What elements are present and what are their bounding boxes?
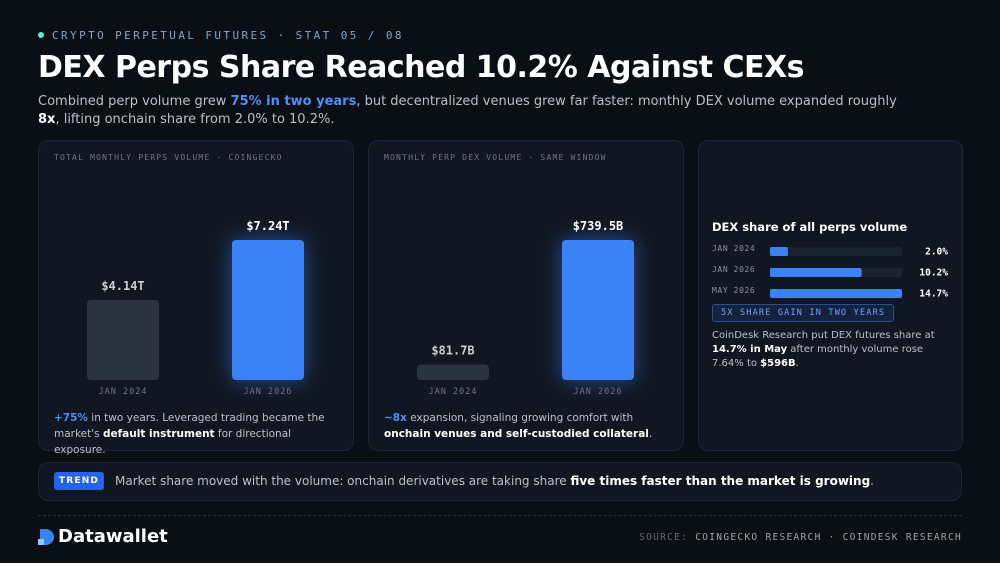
value-label: 10.2% xyxy=(919,268,948,279)
trend-text: Market share moved with the volume: onch… xyxy=(115,474,874,488)
source-label: SOURCE: xyxy=(639,532,689,543)
brand: Datawallet xyxy=(58,526,168,547)
subtitle-part: , but decentralized venues grew far fast… xyxy=(356,94,897,109)
subtitle-part: Combined perp volume grew xyxy=(38,94,231,109)
caption-part: onchain venues and self-custodied collat… xyxy=(384,428,649,440)
value-label: 14.7% xyxy=(919,289,948,300)
title: DEX Perps Share Reached 10.2% Against CE… xyxy=(38,50,805,85)
caption-part: . xyxy=(795,358,799,369)
value-label: 2.0% xyxy=(925,247,948,258)
value-label: $81.7B xyxy=(431,344,474,358)
category-label: JAN 2024 xyxy=(429,387,478,397)
bar-track xyxy=(770,247,902,256)
caption-part: $596B xyxy=(760,358,796,369)
caption: ~8x expansion, signaling growing comfort… xyxy=(384,410,674,442)
caption-part: expansion, signaling growing comfort wit… xyxy=(406,412,634,424)
value-label: $4.14T xyxy=(101,279,144,293)
category-label: JAN 2026 xyxy=(712,265,755,274)
value-label: $7.24T xyxy=(246,219,289,233)
panel-title: TOTAL MONTHLY PERPS VOLUME · COINGECKO xyxy=(54,153,283,162)
bar xyxy=(770,268,862,277)
category-label: JAN 2026 xyxy=(574,387,623,397)
caption-part: CoinDesk Research put DEX futures share … xyxy=(712,330,935,341)
caption-part: for directional exposure. xyxy=(54,428,292,456)
category-label: JAN 2024 xyxy=(712,244,755,253)
badge: 5X SHARE GAIN IN TWO YEARS xyxy=(712,304,895,322)
chart: JAN 2024 2.0% JAN 2026 10.2% MAY 2026 14.7% xyxy=(712,244,948,300)
divider xyxy=(38,515,962,516)
caption-part: . xyxy=(648,428,653,440)
bar xyxy=(232,240,304,380)
chart: $81.7B JAN 2024 $739.5B JAN 2026 xyxy=(417,219,634,397)
caption: CoinDesk Research put DEX futures share … xyxy=(712,329,952,371)
category-label: JAN 2024 xyxy=(99,387,148,397)
value-label: $739.5B xyxy=(573,219,624,233)
chart: $4.14T JAN 2024 $7.24T JAN 2026 xyxy=(87,219,304,397)
source-list: COINGECKO RESEARCH · COINDESK RESEARCH xyxy=(695,532,962,543)
caption-part: 14.7% in May xyxy=(712,344,788,355)
bar xyxy=(417,364,489,380)
chart-title: DEX share of all perps volume xyxy=(712,220,908,234)
logo-icon xyxy=(38,529,54,545)
caption-part: ~8x xyxy=(384,412,407,424)
caption: +75% in two years. Leveraged trading bec… xyxy=(54,410,344,458)
caption-part: +75% xyxy=(54,412,88,424)
caption-part: default instrument xyxy=(102,428,215,440)
panel-title: MONTHLY PERP DEX VOLUME · SAME WINDOW xyxy=(384,153,607,162)
bar xyxy=(770,247,788,256)
trend-tag: TREND xyxy=(54,472,104,490)
bar xyxy=(562,240,634,380)
subtitle-part: , lifting onchain share from 2.0% to 10.… xyxy=(55,112,335,127)
bar xyxy=(87,299,159,380)
bar xyxy=(770,289,902,298)
category-label: JAN 2026 xyxy=(244,387,293,397)
eyebrow: CRYPTO PERPETUAL FUTURES · STAT 05 / 08 xyxy=(52,29,404,42)
caption-part: in two years. Leveraged trading became t… xyxy=(54,412,325,440)
sources: SOURCE: COINGECKO RESEARCH · COINDESK RE… xyxy=(639,532,962,543)
caption-part: after monthly volume rose 7.64% to xyxy=(712,344,924,369)
subtitle-part: 8x xyxy=(38,112,56,127)
trend-part: Market share moved with the volume: onch… xyxy=(115,474,571,488)
subtitle-part: 75% in two years xyxy=(230,94,357,109)
subtitle: Combined perp volume grew 75% in two yea… xyxy=(38,93,918,129)
eyebrow-dot xyxy=(38,32,44,38)
trend-part: . xyxy=(870,474,874,488)
trend-box xyxy=(38,462,962,501)
trend-part: five times faster than the market is gro… xyxy=(570,474,871,488)
category-label: MAY 2026 xyxy=(712,286,755,295)
